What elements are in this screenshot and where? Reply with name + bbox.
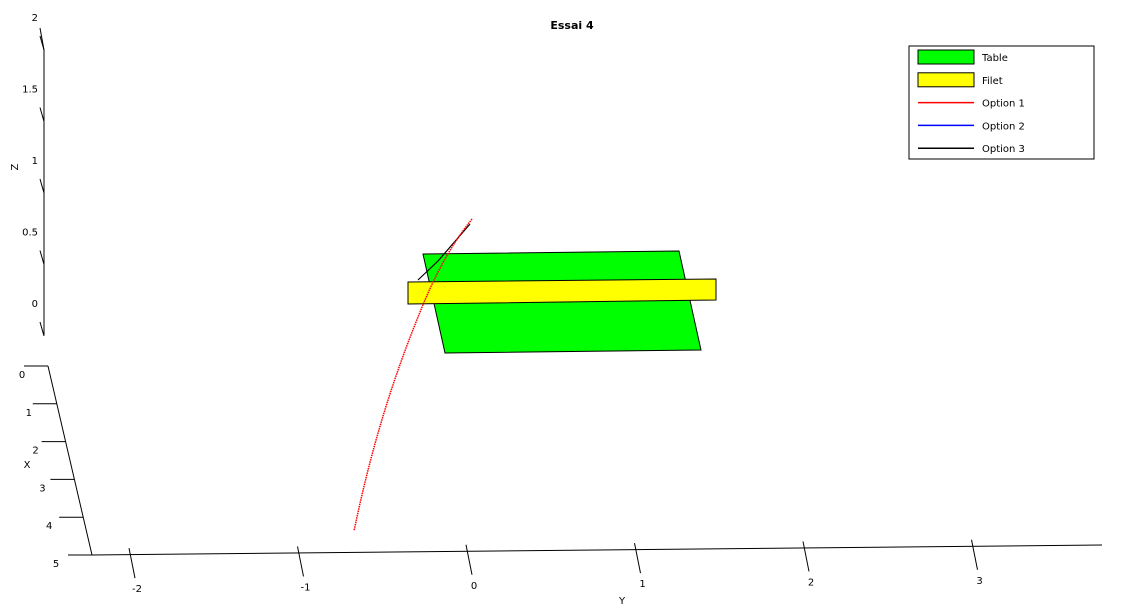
x-tick-label: 4 xyxy=(46,521,52,532)
legend: Table Filet Option 1 Option 2 Option 3 xyxy=(908,45,1095,160)
x-tick-label: 3 xyxy=(39,483,45,494)
y-tick-label: 2 xyxy=(808,577,814,588)
option-1-trajectory xyxy=(353,218,473,532)
z-tick-mark xyxy=(39,107,45,122)
y-tick-label: -1 xyxy=(301,582,311,593)
chart-title: Essai 4 xyxy=(550,19,594,32)
legend-swatch xyxy=(917,72,975,88)
x-axis-line xyxy=(47,365,93,556)
z-tick-label: 0.5 xyxy=(22,228,38,239)
z-tick-label: 1 xyxy=(32,156,38,167)
z-tick-label: 1.5 xyxy=(22,85,38,96)
y-tick-label: 3 xyxy=(976,576,982,587)
legend-label: Option 1 xyxy=(982,99,1025,110)
legend-label: Table xyxy=(981,53,1008,64)
y-tick-mark xyxy=(971,539,978,570)
z-tick-mark xyxy=(39,250,45,265)
legend-label: Option 3 xyxy=(982,144,1025,155)
x-tick-label: 2 xyxy=(32,446,38,457)
y-axis-label: Y xyxy=(618,596,626,607)
y-tick-mark xyxy=(465,544,473,575)
y-tick-label: -2 xyxy=(132,584,142,595)
z-axis-label: Z xyxy=(10,163,21,170)
legend-label: Option 2 xyxy=(982,121,1025,132)
y-tick-label: 1 xyxy=(639,579,645,590)
z-tick-mark xyxy=(39,321,45,337)
legend-swatch xyxy=(917,49,975,65)
y-tick-label: 0 xyxy=(471,581,477,592)
x-axis-ticks: 0 1 2 3 4 5 xyxy=(19,365,92,570)
z-tick-label: 0 xyxy=(32,299,38,310)
x-axis-label: X xyxy=(24,460,31,471)
y-tick-mark xyxy=(128,548,136,579)
y-axis-line xyxy=(91,544,1103,556)
filet-surface xyxy=(407,278,717,305)
y-tick-mark xyxy=(634,543,641,574)
y-axis-ticks: -2 -1 0 1 2 3 xyxy=(128,539,983,595)
x-tick-label: 1 xyxy=(26,408,32,419)
z-tick-mark xyxy=(39,35,45,51)
z-tick-mark xyxy=(39,178,45,194)
y-tick-mark xyxy=(297,546,304,577)
y-tick-mark xyxy=(802,541,810,572)
z-axis-ticks: 0 0.5 1 1.5 2 xyxy=(22,13,45,337)
legend-label: Filet xyxy=(982,76,1003,87)
x-tick-label: 0 xyxy=(19,370,25,381)
z-tick-label: 2 xyxy=(32,13,38,24)
x-tick-label: 5 xyxy=(53,559,59,570)
